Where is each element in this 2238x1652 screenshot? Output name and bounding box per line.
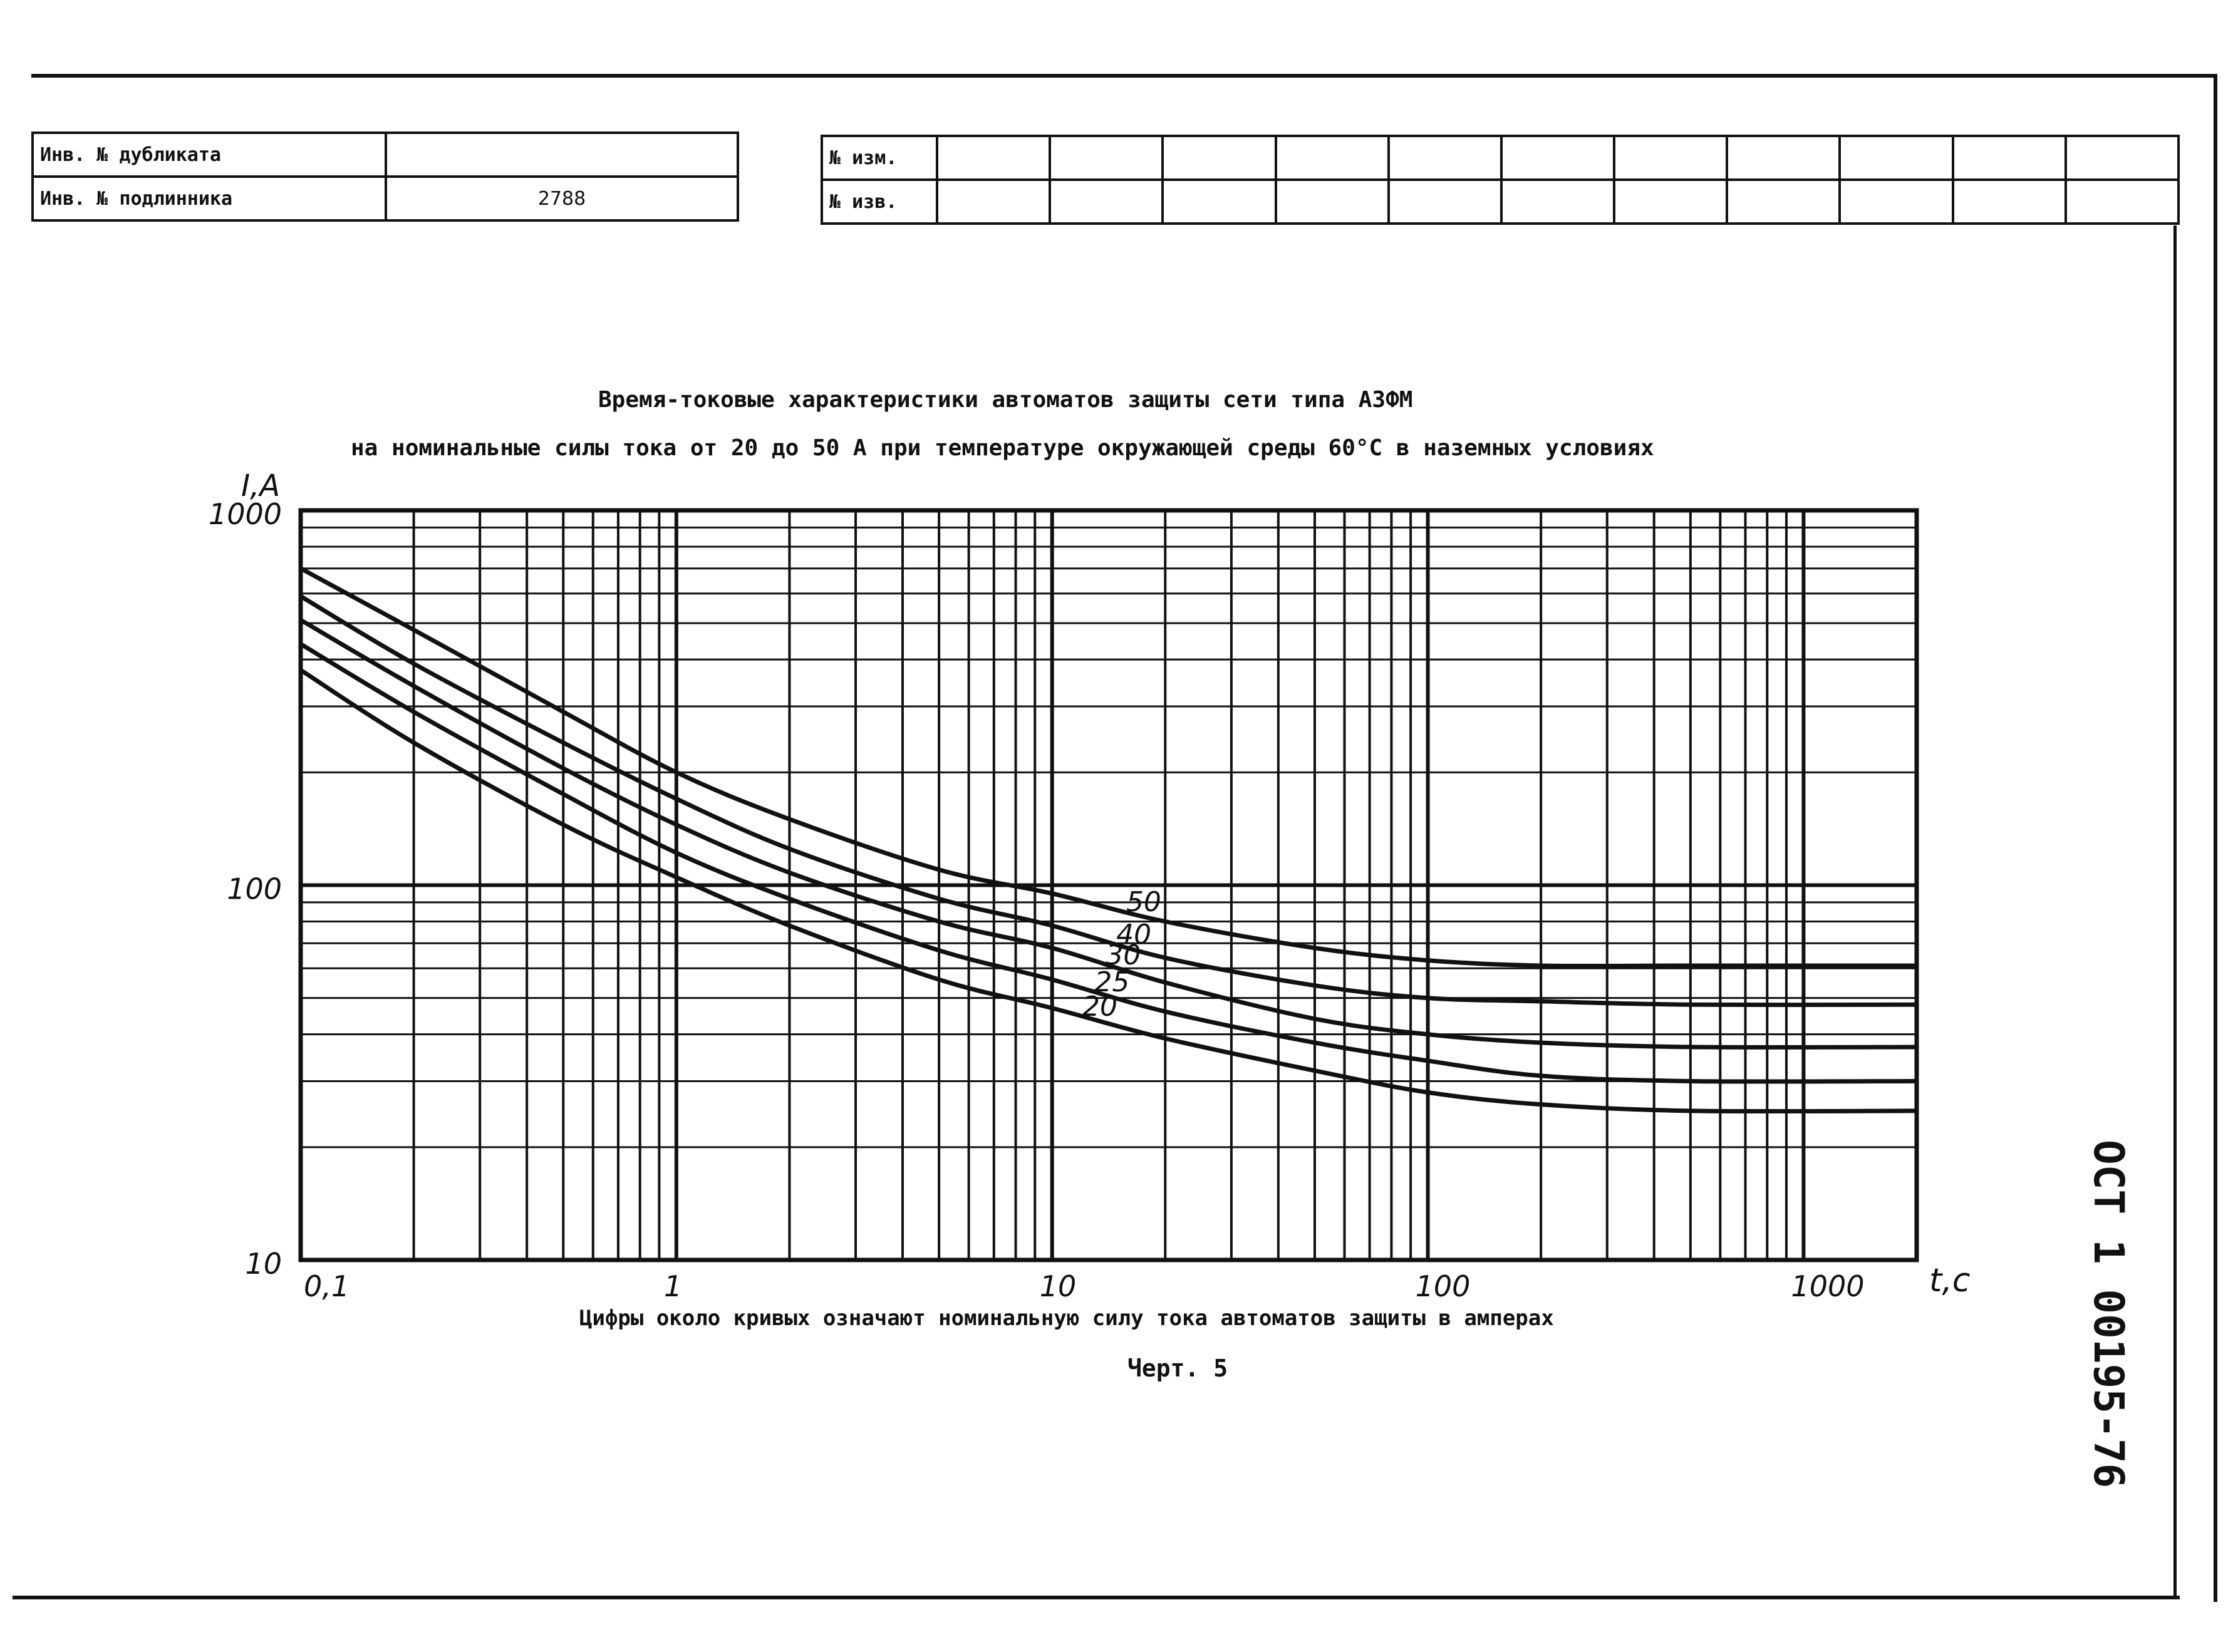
frame-inner-right	[2173, 225, 2177, 1597]
frame-bottom	[13, 1596, 2180, 1599]
stamp-left-label: Инв. № дубликата	[31, 132, 387, 178]
x-tick-label: 1000	[1791, 1269, 1864, 1303]
caption: Цифры около кривых означают номинальную …	[579, 1306, 1554, 1331]
stamp-left-row: Инв. № подлинника 2788	[31, 175, 739, 222]
x-tick-label: 0,1	[304, 1269, 350, 1303]
series-line-50	[299, 566, 1917, 969]
stamp-right: № изм. № изв.	[821, 135, 2180, 225]
series-label-20: 20	[1082, 991, 1117, 1023]
stamp-left-value: 2788	[385, 175, 739, 222]
series-line-25	[299, 642, 1917, 1084]
frame-top	[31, 74, 2217, 78]
stamp-right-label: № изм.	[821, 135, 938, 181]
y-tick-label: 100	[227, 872, 282, 906]
stamp-left-label: Инв. № подлинника	[31, 175, 387, 222]
stamp-left-value	[385, 132, 739, 178]
y-tick-label: 10	[245, 1247, 282, 1281]
x-tick-label: 1	[664, 1269, 682, 1303]
series-label-50: 50	[1126, 886, 1161, 918]
series-line-20	[299, 668, 1917, 1114]
chart-subtitle: на номинальные силы тока от 20 до 50 А п…	[351, 435, 1654, 461]
stamp-left-row: Инв. № дубликата	[31, 132, 739, 178]
x-tick-label: 10	[1040, 1269, 1077, 1303]
series-line-40	[299, 594, 1917, 1008]
series-label-25: 25	[1094, 966, 1129, 998]
stamp-right-label: № изв.	[821, 178, 938, 225]
figure-label: Черт. 5	[1127, 1355, 1228, 1382]
x-axis-label: t,c	[1929, 1262, 1971, 1299]
y-tick-label: 1000	[209, 497, 282, 531]
frame-right	[2214, 74, 2217, 1602]
stamp-right-row: № изм.	[821, 135, 2180, 181]
plot-frame	[298, 508, 1919, 1262]
document-code: ОСТ 1 00195-76	[2085, 1140, 2133, 1489]
stamp-left: Инв. № дубликата Инв. № подлинника 2788	[31, 132, 739, 222]
series-line-30	[299, 617, 1917, 1050]
y-axis-label: I,A	[241, 468, 280, 503]
chart-title: Время-токовые характеристики автоматов з…	[598, 387, 1413, 413]
series-label-30: 30	[1106, 939, 1141, 971]
x-tick-label: 100	[1416, 1269, 1471, 1303]
stamp-right-row: № изв.	[821, 178, 2180, 225]
series-label-40: 40	[1116, 919, 1151, 951]
